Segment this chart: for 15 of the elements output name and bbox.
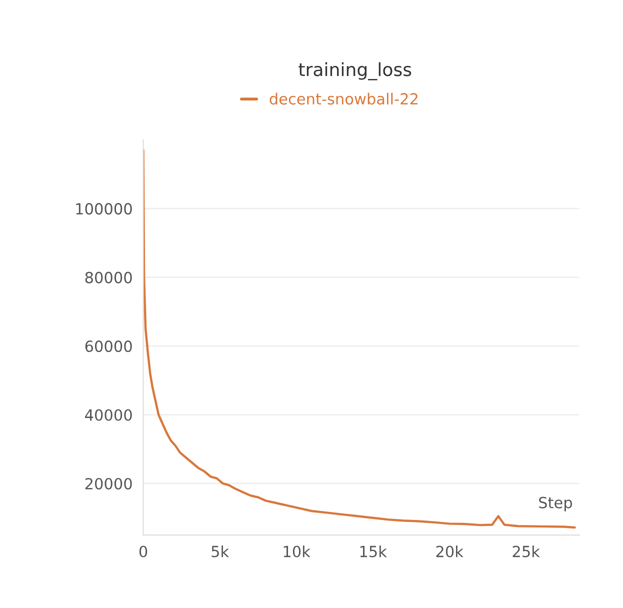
line-series: [143, 149, 576, 529]
x-tick-label: 25k: [512, 545, 540, 558]
x-tick-label: 20k: [436, 545, 464, 558]
y-tick-label: 40000: [85, 409, 132, 421]
y-tick-label: 80000: [85, 272, 132, 284]
y-tick-label: 60000: [85, 340, 132, 352]
x-tick-label: 0: [139, 546, 148, 558]
x-axis-title: Step: [539, 496, 572, 512]
legend-label: decent-snowball-22: [270, 92, 418, 105]
x-tick-label: 15k: [360, 545, 387, 558]
x-tick-label: 10k: [284, 545, 310, 558]
chart-title: training_loss: [298, 62, 412, 80]
y-tick-label: 20000: [85, 478, 132, 490]
x-tick-label: 5k: [212, 545, 230, 558]
y-tick-label: 100000: [76, 203, 132, 215]
